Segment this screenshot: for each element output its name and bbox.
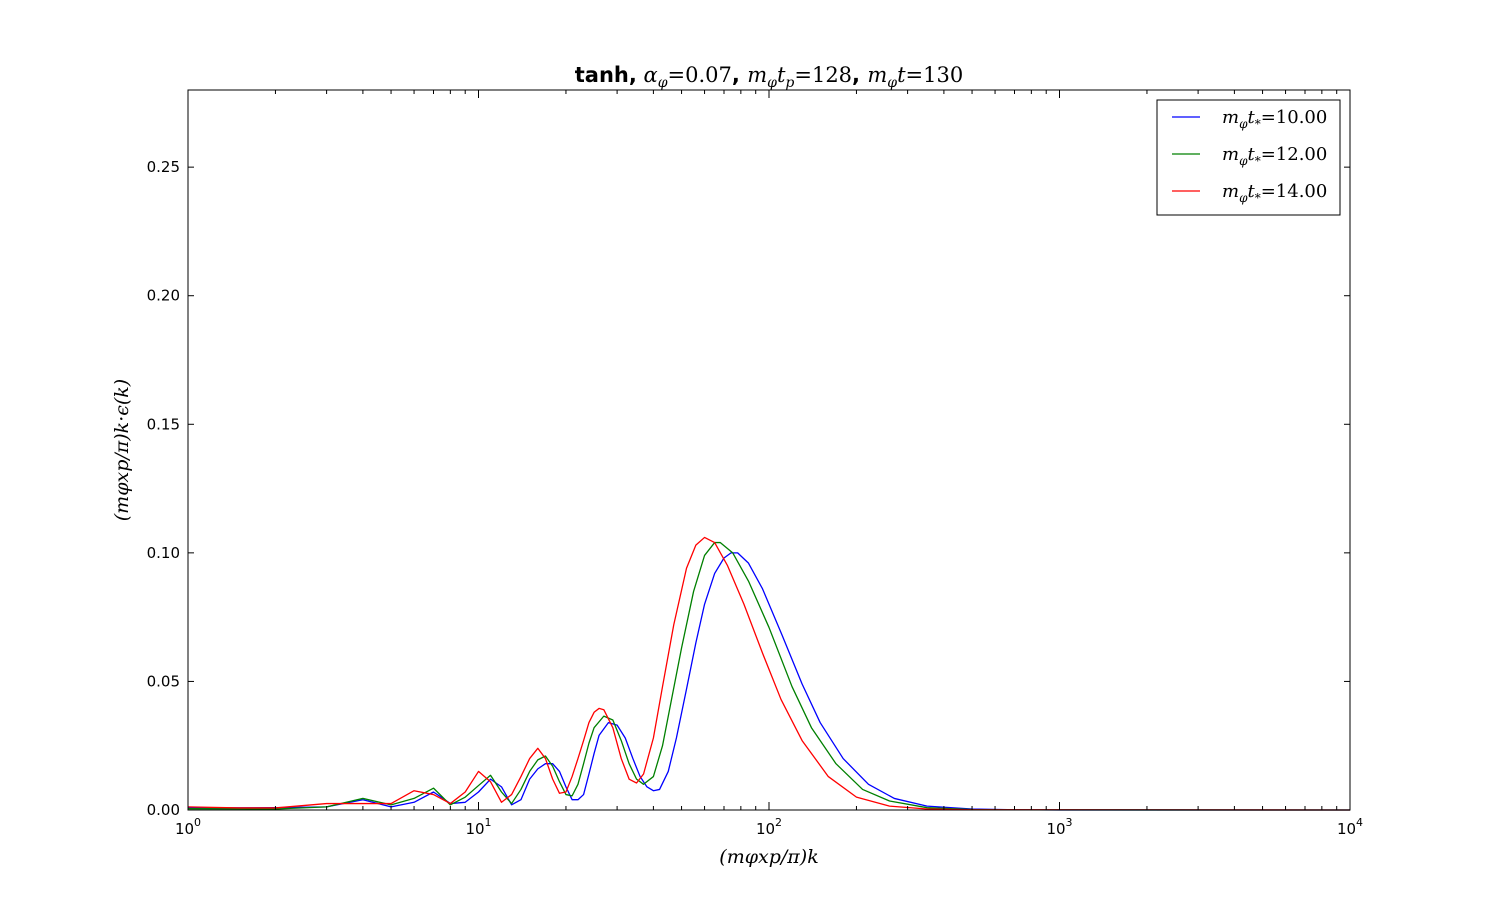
x-tick-label-2: 102 [756,816,782,838]
legend: mφt*=10.00 mφt*=12.00 mφt*=14.00 [1156,99,1341,216]
y-tick-label-1: 0.05 [147,672,180,690]
y-tick-label-3: 0.15 [147,415,180,433]
title-part-tp-sub: φ [767,75,777,91]
legend-label-2: mφt*=14.00 [1222,181,1327,205]
plot-area [188,90,1350,810]
y-tick-label-4: 0.20 [147,287,180,305]
series-line-2 [187,536,1351,811]
title-part-alpha-value: =0.07 [668,63,732,87]
x-tick-label-3: 103 [1046,816,1072,838]
x-tick-label-1: 101 [465,816,491,838]
y-axis-label: (mφxp/π)k·ϵ(k) [111,379,133,521]
title-part-tp-symbol2: t [777,63,786,87]
title-part-tp-sub2: p [785,75,794,91]
legend-box [1156,99,1341,216]
legend-label-0: mφt*=10.00 [1222,107,1327,131]
title-part-t-sub: φ [887,75,897,91]
y-axis-ticks: 0.00 0.05 0.10 0.15 0.20 0.25 [147,158,1350,819]
y-tick-label-0: 0.00 [147,801,180,819]
title-part-tp-symbol: m [747,63,767,87]
x-axis-ticks: 100 101 102 103 104 [175,90,1363,838]
series-line-1 [187,541,1351,811]
chart-title-prefix: tanh, [575,63,637,87]
x-tick-label-0: 100 [175,816,201,838]
title-part-alpha-sub: φ [658,75,668,91]
series-line-0 [187,552,1351,811]
title-part-t-value: =130 [906,63,964,87]
series-layer [187,536,1351,811]
y-tick-label-2: 0.10 [147,544,180,562]
plot-background [188,90,1350,810]
y-tick-label-5: 0.25 [147,158,180,176]
plot-frame [187,89,1351,811]
title-part-t-symbol: m [867,63,887,87]
chart-title: tanh, αφ=0.07, mφtp=128, mφt=130 [575,63,963,91]
title-part-t-symbol2: t [897,63,906,87]
x-axis-label: (mφxp/π)k [719,846,818,868]
title-part-tp-value: =128 [794,63,852,87]
title-part-alpha-symbol: α [644,63,658,87]
x-tick-label-4: 104 [1337,816,1363,838]
legend-label-1: mφt*=12.00 [1222,144,1327,168]
